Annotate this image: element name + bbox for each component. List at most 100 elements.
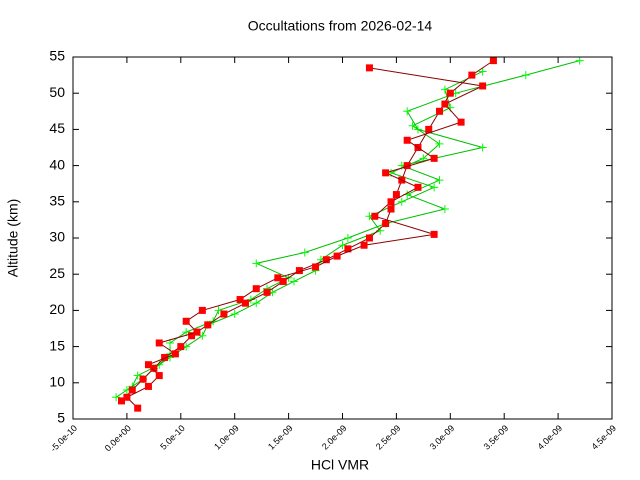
point (489, 57, 497, 65)
y-tick-label: 50 (49, 84, 65, 100)
point (252, 259, 261, 268)
point (382, 169, 390, 177)
point (198, 306, 206, 314)
point (322, 256, 330, 264)
point (392, 191, 400, 199)
point (408, 121, 417, 130)
point (182, 317, 190, 325)
point (478, 143, 487, 152)
point (403, 136, 411, 144)
point (230, 310, 239, 319)
point (150, 364, 158, 372)
point (430, 230, 438, 238)
point (435, 139, 444, 148)
y-tick-label: 55 (49, 48, 65, 64)
point (436, 107, 444, 115)
point (133, 371, 142, 380)
point (365, 234, 373, 242)
y-tick-label: 40 (49, 156, 65, 172)
point (188, 332, 196, 340)
y-tick-label: 5 (57, 410, 65, 426)
point (478, 67, 487, 76)
point (371, 212, 379, 220)
point (295, 267, 303, 275)
point (457, 118, 465, 126)
point (435, 176, 444, 185)
x-tick-label: 3.0e-09 (428, 423, 457, 452)
point (177, 343, 185, 351)
point (161, 353, 169, 361)
point (134, 404, 142, 412)
x-tick-label: 2.0e-09 (320, 423, 349, 452)
x-tick-label: 4.5e-09 (589, 423, 618, 452)
y-axis-label: Altitude (km) (5, 199, 21, 278)
point (155, 372, 163, 380)
point (430, 183, 439, 192)
point (274, 274, 282, 282)
y-tick-label: 45 (49, 120, 65, 136)
point (112, 393, 121, 402)
x-tick-label: 3.5e-09 (482, 423, 511, 452)
point (521, 71, 530, 80)
point (198, 331, 207, 340)
x-tick-label: 4.0e-09 (536, 423, 565, 452)
point (312, 263, 320, 271)
point (279, 277, 287, 285)
point (139, 375, 147, 383)
point (403, 107, 412, 116)
point (403, 162, 411, 170)
series-line (126, 71, 483, 391)
x-tick-label: 5.0e-10 (158, 423, 187, 452)
point (419, 154, 428, 163)
point (446, 89, 454, 97)
y-tick-label: 15 (49, 337, 65, 353)
point (193, 328, 201, 336)
point (263, 288, 271, 296)
point (430, 154, 438, 162)
point (338, 241, 347, 250)
y-tick-label: 35 (49, 193, 65, 209)
point (204, 321, 212, 329)
y-tick-label: 25 (49, 265, 65, 281)
plot-area (112, 57, 584, 412)
point (289, 277, 298, 286)
point (440, 85, 449, 94)
point (155, 339, 163, 347)
point (344, 245, 352, 253)
point (425, 125, 433, 133)
x-tick-label: 1.0e-09 (212, 423, 241, 452)
point (118, 397, 126, 405)
point (241, 299, 249, 307)
chart-title: Occultations from 2026-02-14 (248, 18, 433, 34)
point (397, 197, 406, 206)
x-tick-label: 2.5e-09 (374, 423, 403, 452)
series-line (126, 67, 485, 409)
point (382, 220, 390, 228)
point (171, 350, 179, 358)
point (575, 57, 584, 65)
point (300, 248, 309, 257)
point (414, 183, 422, 191)
point (220, 310, 228, 318)
y-tick-label: 10 (49, 374, 65, 390)
point (387, 205, 395, 213)
point (144, 361, 152, 369)
point (468, 71, 476, 79)
point (333, 252, 341, 260)
x-tick-label: 1.5e-09 (266, 423, 295, 452)
x-axis-label: HCl VMR (311, 457, 369, 473)
point (252, 285, 260, 293)
x-tick-label: 0.0e+00 (103, 423, 133, 453)
point (123, 393, 131, 401)
point (440, 205, 449, 214)
point (365, 64, 373, 72)
plot-border (72, 56, 613, 420)
point (252, 299, 261, 308)
y-tick-label: 20 (49, 301, 65, 317)
point (214, 306, 223, 315)
y-tick-label: 30 (49, 229, 65, 245)
point (236, 296, 244, 304)
point (144, 382, 152, 390)
x-tick-label: -5.0e-10 (48, 423, 79, 454)
